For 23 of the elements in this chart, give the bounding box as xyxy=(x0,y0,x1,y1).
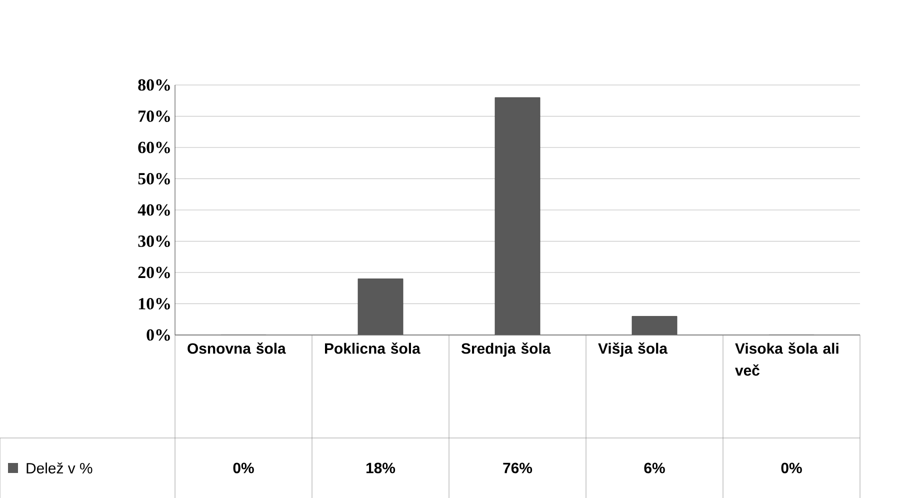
y-tick-label: 0% xyxy=(146,329,170,341)
bar xyxy=(632,316,678,335)
x-tick-label: Poklicna šola xyxy=(325,342,420,354)
y-tick-label: 50% xyxy=(138,172,170,184)
text: 76% xyxy=(503,462,532,474)
text: 6% xyxy=(644,462,665,474)
x-tick-label: Visoka šola ali več xyxy=(735,342,838,376)
x-tick-label: Višja šola xyxy=(598,342,668,357)
y-tick-label: 60% xyxy=(138,142,170,154)
y-tick-label: 30% xyxy=(138,235,170,247)
x-tick-label: Osnovna šola xyxy=(188,342,286,354)
y-tick-label: 80% xyxy=(138,79,170,91)
legend-label: Delež v % xyxy=(26,462,92,474)
x-tick-label: Srednja šola xyxy=(461,342,551,357)
text: 0% xyxy=(781,462,802,474)
text: 0% xyxy=(233,462,254,474)
y-tick-label: 20% xyxy=(138,266,170,278)
text: 18% xyxy=(366,462,396,474)
bar xyxy=(494,97,540,335)
y-tick-label: 10% xyxy=(138,298,170,310)
y-tick-label: 40% xyxy=(138,204,170,216)
y-tick-label: 70% xyxy=(138,110,170,122)
bar xyxy=(358,278,404,335)
